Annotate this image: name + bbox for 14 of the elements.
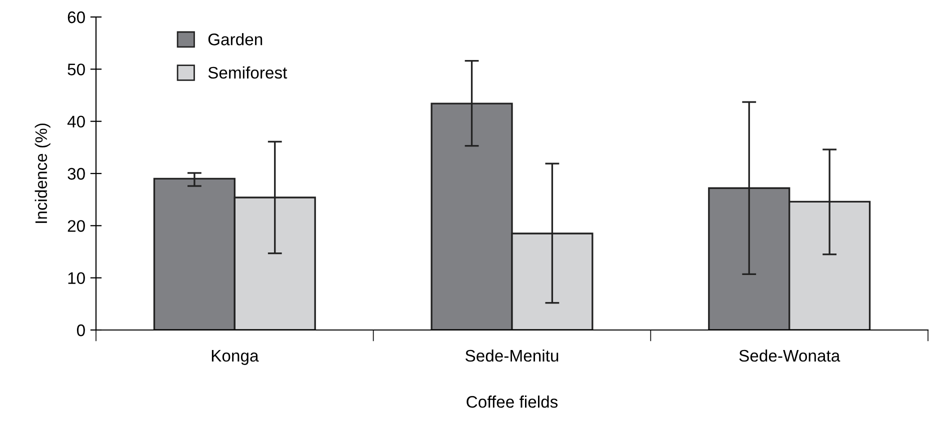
y-tick-label: 0 <box>76 324 85 336</box>
y-tick-label: 10 <box>68 272 85 284</box>
y-tick-label: 50 <box>68 64 85 76</box>
x-tick-label: Sede-Menitu <box>466 349 558 362</box>
y-tick-label: 20 <box>68 220 85 232</box>
y-tick-label: 60 <box>68 11 85 24</box>
y-axis-title: Incidence (%) <box>34 124 50 223</box>
x-axis-title: Coffee fields <box>466 396 558 408</box>
legend-label: Semiforest <box>208 66 288 79</box>
x-tick-label: Sede-Wonata <box>739 349 840 362</box>
y-tick-label: 30 <box>68 168 85 180</box>
legend-label: Garden <box>208 33 262 46</box>
x-tick-label: Konga <box>212 350 259 365</box>
y-tick-label: 40 <box>67 116 85 128</box>
